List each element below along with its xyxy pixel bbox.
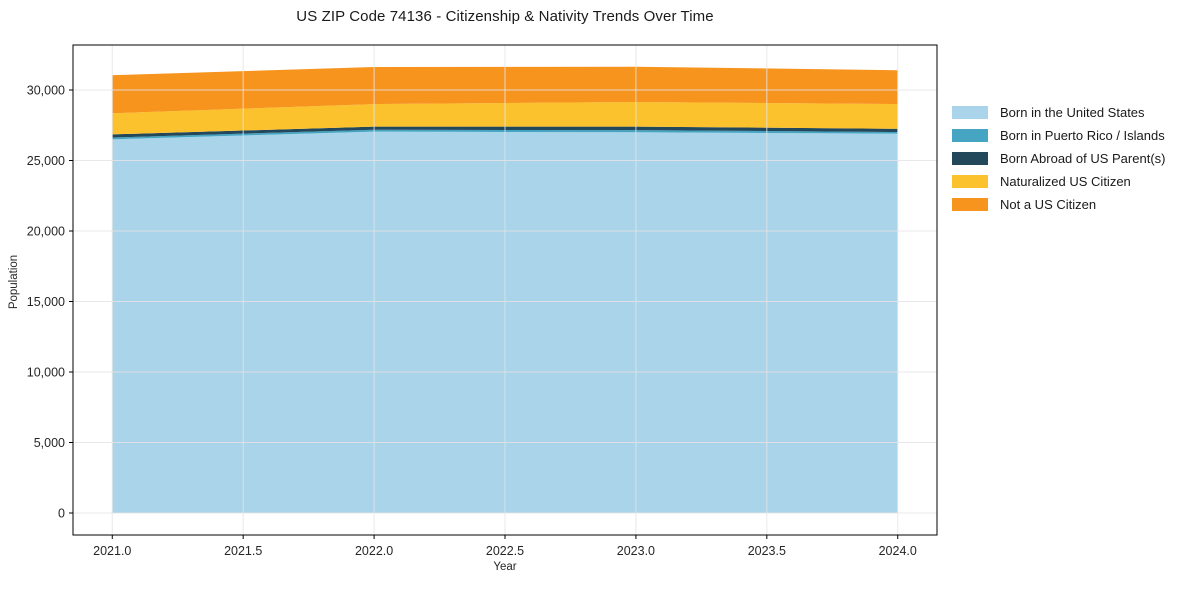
- x-tick-label: 2021.0: [93, 544, 131, 558]
- legend-item-not-a-us-citizen: Not a US Citizen: [952, 193, 1165, 216]
- y-tick-label: 15,000: [27, 295, 65, 309]
- legend-label: Born Abroad of US Parent(s): [1000, 151, 1166, 166]
- y-tick-label: 0: [58, 507, 65, 521]
- legend-swatch-icon: [952, 152, 988, 165]
- x-tick-label: 2021.5: [224, 544, 262, 558]
- y-tick-label: 20,000: [27, 224, 65, 238]
- legend-label: Not a US Citizen: [1000, 197, 1097, 212]
- y-tick-label: 5,000: [34, 436, 65, 450]
- x-tick-label: 2023.5: [748, 544, 786, 558]
- legend-swatch-icon: [952, 198, 988, 211]
- legend-item-naturalized-us-citizen: Naturalized US Citizen: [952, 170, 1165, 193]
- y-tick-label: 25,000: [27, 154, 65, 168]
- area-born-in-puerto-rico-islands: [112, 129, 898, 140]
- legend-item-born-abroad-of-us-parent-s: Born Abroad of US Parent(s): [952, 147, 1165, 170]
- legend-swatch-icon: [952, 175, 988, 188]
- legend-item-born-in-the-united-states: Born in the United States: [952, 101, 1165, 124]
- x-axis-label: Year: [493, 561, 517, 573]
- chart-title: US ZIP Code 74136 - Citizenship & Nativi…: [296, 8, 714, 25]
- legend-swatch-icon: [952, 106, 988, 119]
- legend-label: Born in the United States: [1000, 105, 1145, 120]
- legend-label: Naturalized US Citizen: [1000, 174, 1131, 189]
- area-born-abroad-of-us-parent-s: [112, 126, 898, 138]
- x-tick-label: 2022.5: [486, 544, 524, 558]
- y-tick-label: 30,000: [27, 83, 65, 97]
- legend-swatch-icon: [952, 129, 988, 142]
- legend-label: Born in Puerto Rico / Islands: [1000, 128, 1165, 143]
- legend: Born in the United States Born in Puerto …: [952, 101, 1165, 216]
- x-tick-label: 2022.0: [355, 544, 393, 558]
- legend-item-born-in-puerto-rico-islands: Born in Puerto Rico / Islands: [952, 124, 1165, 147]
- x-tick-label: 2023.0: [617, 544, 655, 558]
- y-tick-label: 10,000: [27, 365, 65, 379]
- y-axis-label: Population: [8, 254, 20, 310]
- x-tick-label: 2024.0: [879, 544, 917, 558]
